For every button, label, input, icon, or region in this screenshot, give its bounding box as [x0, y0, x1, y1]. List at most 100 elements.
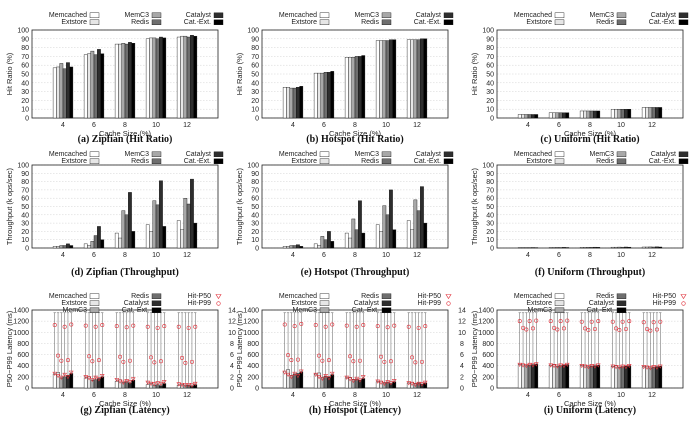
bar-extstore — [56, 372, 60, 389]
legend-swatch-extstore — [89, 158, 100, 165]
y2-tick-label: 2 — [230, 374, 234, 381]
y-tick-label: 30 — [486, 89, 494, 96]
y-tick-label: 30 — [486, 221, 494, 228]
bar-catalyst — [420, 186, 424, 249]
legend-label-catalyst: Catalyst — [651, 151, 676, 158]
hit-p50-marker — [419, 382, 425, 387]
legend-label-memcached: Memcached — [514, 12, 552, 19]
bar-catalyst — [66, 243, 70, 249]
y-tick-label: 70 — [251, 54, 259, 61]
legend-label-memc3: MemC3 — [292, 307, 317, 314]
y-tick-label: 400 — [247, 363, 259, 370]
y-tick-label: 40 — [251, 80, 259, 87]
hit-p99-marker — [149, 355, 154, 360]
hit-p50-marker — [145, 380, 151, 385]
bar-redis — [292, 87, 297, 119]
hit-p99-marker — [351, 359, 356, 364]
hit-p99-marker — [121, 359, 126, 364]
y-tick-label: 90 — [21, 36, 29, 43]
bar-catalyst — [296, 244, 300, 249]
hit-p50-marker — [354, 376, 359, 381]
legend-label-hitp99: Hit-P99 — [188, 300, 211, 307]
y-tick-label: 100 — [482, 163, 494, 170]
bar-extstore — [583, 247, 587, 249]
y-tick-label: 1400 — [243, 308, 259, 315]
y-axis-label: Hit Ratio (%) — [470, 52, 479, 95]
bar-memcached — [145, 38, 150, 119]
y-tick-label: 400 — [482, 363, 494, 370]
y-tick-label: 0 — [490, 246, 494, 253]
bar-memcached — [406, 220, 411, 249]
bar-memcached — [517, 364, 522, 389]
legend-swatch-catext — [443, 158, 454, 165]
hit-p99-marker — [313, 323, 318, 328]
bar-catalyst — [159, 36, 163, 119]
hit-p50-marker — [183, 383, 188, 388]
bar-extstore — [317, 72, 321, 119]
bar-memc3 — [121, 382, 126, 389]
hit-p50-marker — [610, 364, 616, 369]
legend-swatch-memc3 — [151, 12, 162, 19]
bar-extstore — [645, 246, 649, 249]
bar-redis — [292, 373, 297, 389]
bar-catalyst — [562, 112, 566, 119]
bar-redis — [620, 366, 625, 389]
bar-catalyst — [358, 200, 362, 249]
bar-redis — [620, 108, 625, 119]
legend-label-extstore: Extstore — [526, 158, 552, 165]
hit-p50-marker — [592, 364, 598, 369]
hit-p99-marker — [344, 323, 349, 328]
bar-memc3 — [121, 43, 126, 119]
hit-p50-marker — [382, 381, 387, 386]
y-tick-label: 60 — [251, 63, 259, 70]
hit-p99-marker — [410, 355, 415, 360]
hit-p50-marker — [130, 377, 136, 382]
hit-p50-marker — [127, 380, 133, 385]
hit-p50-marker — [561, 364, 567, 369]
legend-label-extstore: Extstore — [291, 300, 317, 307]
hit-p50-marker — [626, 364, 632, 369]
hit-p99-marker — [114, 324, 119, 329]
y-tick-label: 50 — [251, 204, 259, 211]
x-tick-label: 8 — [353, 392, 357, 399]
bar-extstore — [87, 245, 91, 249]
legend-swatch-hitp50 — [680, 294, 687, 300]
bar-catext — [162, 37, 167, 119]
bar-redis — [124, 214, 129, 249]
legend-swatch-hitp99 — [446, 301, 451, 306]
y-tick-label: 80 — [21, 45, 29, 52]
legend-label-catext: Cat.-Ext. — [587, 307, 614, 314]
bar-catext — [658, 366, 663, 389]
legend-label-redis: Redis — [596, 19, 614, 26]
y2-tick-label: 8 — [230, 341, 234, 348]
hit-p99-marker — [59, 358, 64, 363]
bar-extstore — [317, 245, 321, 249]
legend-label-catalyst: Catalyst — [416, 12, 441, 19]
hit-p50-marker — [313, 372, 319, 378]
hit-p50-marker — [347, 377, 353, 382]
x-axis-label: Cache Size (%) — [99, 129, 152, 138]
legend-label-catalyst: Catalyst — [186, 12, 211, 19]
x-tick-label: 4 — [291, 122, 295, 129]
y2-tick-label: 12 — [228, 319, 236, 326]
y-tick-label: 1000 — [13, 330, 29, 337]
hit-p99-marker — [52, 323, 57, 328]
hit-p50-marker — [298, 369, 304, 374]
hit-p99-marker — [96, 358, 101, 363]
y-tick-label: 200 — [247, 374, 259, 381]
hit-p99-marker — [392, 323, 397, 328]
legend-label-redis: Redis — [361, 19, 379, 26]
bar-memc3 — [648, 107, 653, 119]
y-tick-label: 10 — [21, 107, 29, 114]
bar-extstore — [410, 229, 414, 249]
bar-catext — [627, 108, 632, 119]
y2-tick-label: 14 — [458, 308, 466, 315]
bar-catalyst — [128, 192, 132, 249]
legend-label-catext: Cat.-Ext. — [649, 158, 676, 165]
legend-swatch-extstore — [89, 300, 100, 306]
hit-p50-marker — [654, 365, 660, 370]
hit-p50-marker — [161, 380, 167, 385]
y2-tick-label: 8 — [460, 341, 464, 348]
